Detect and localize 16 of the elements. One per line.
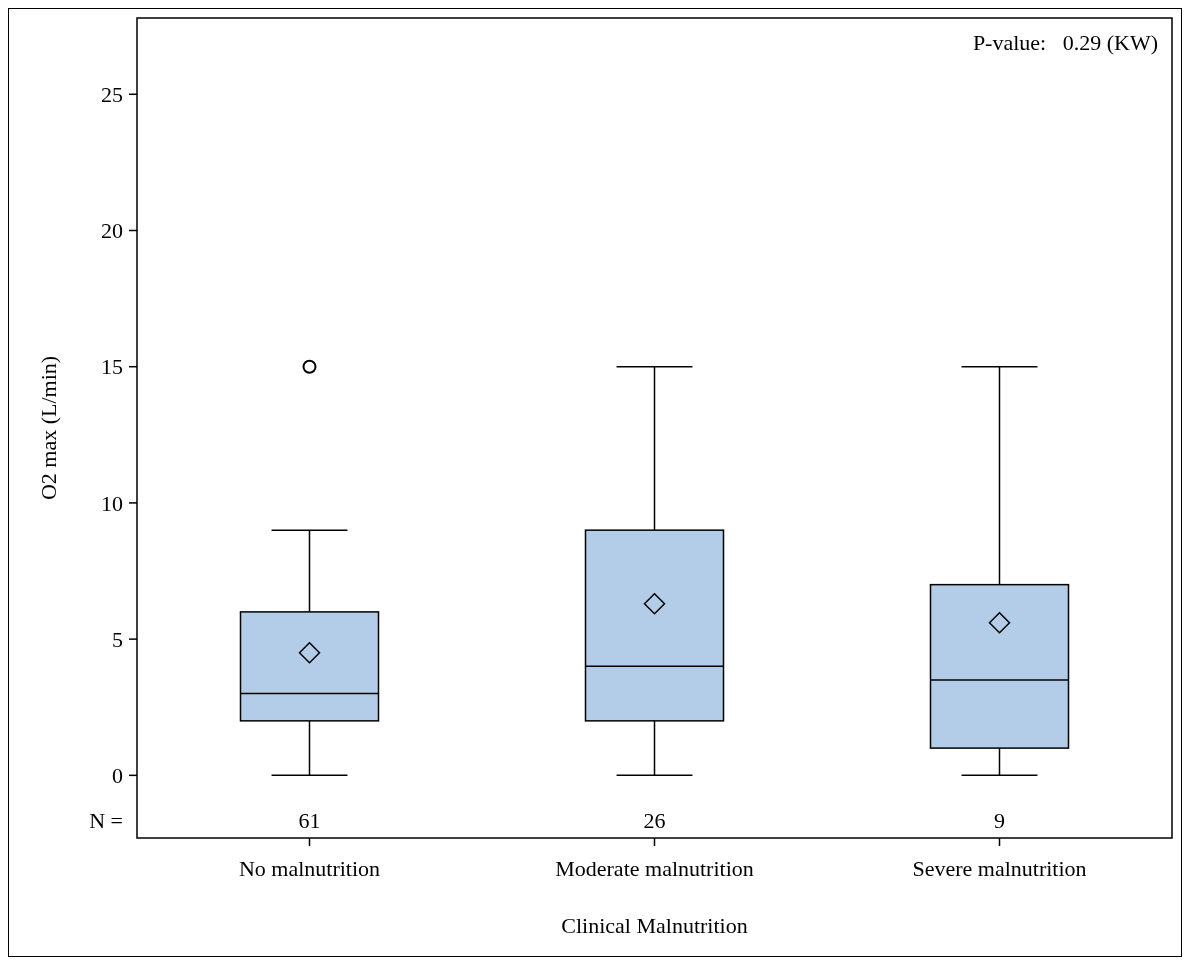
x-tick-label: No malnutrition: [238, 856, 381, 881]
annotation: 61: [298, 808, 321, 833]
y-tick-label: 25: [101, 81, 123, 107]
y-tick-label: 5: [112, 626, 123, 652]
text: N =: [89, 808, 123, 833]
y-tick-label: 15: [101, 354, 123, 380]
annotation: P-value: 0.29 (KW): [972, 30, 1158, 55]
x-tick-label: Moderate malnutrition: [555, 856, 754, 881]
y-axis-title: O2 max (L/min): [36, 355, 61, 501]
y-tick-label: 20: [101, 218, 123, 244]
x-tick-label: Severe malnutrition: [912, 856, 1087, 881]
y-tick-label: 10: [101, 490, 123, 516]
annotation: 9: [994, 808, 1005, 833]
x-axis-title: Clinical Malnutrition: [561, 913, 748, 938]
y-tick-label: 0: [112, 763, 123, 789]
annotation: 26: [643, 808, 666, 833]
